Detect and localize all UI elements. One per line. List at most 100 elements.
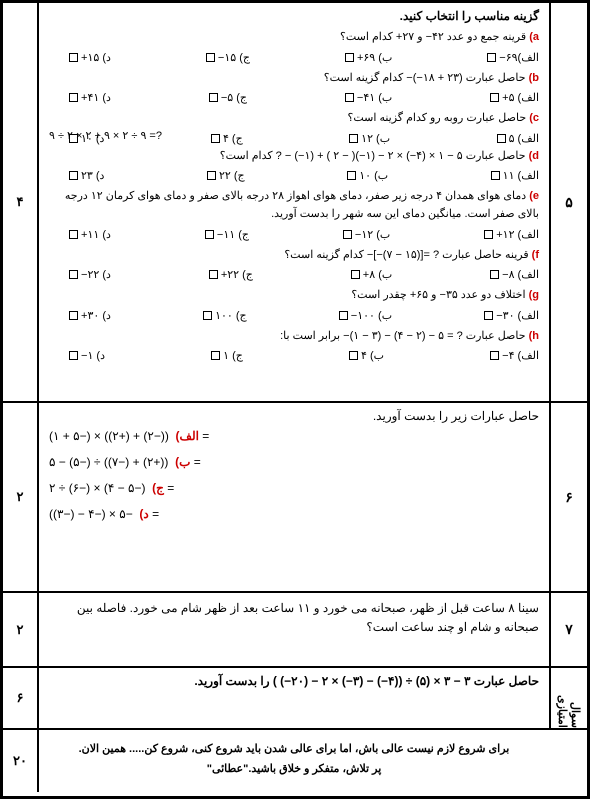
q7-score: ۲ — [17, 622, 24, 638]
q5b-opts: الف) ۵+ ب) ۴۱− ج) ۵− د) ۴۱+ — [49, 91, 539, 104]
q5c-t: حاصل عبارت روبه رو کدام گزینه است؟ — [347, 112, 526, 124]
option-text: ب) ۱۰ — [359, 169, 388, 182]
checkbox[interactable] — [349, 351, 358, 360]
q5g-opts: الف) ۳۰− ب) ۱۰۰− ج) ۱۰۰ د) ۳۰+ — [49, 309, 539, 322]
q6-num: ۶ — [565, 489, 573, 506]
q8-t: حاصل عبارت ۳ − ۳ × (۵) ÷ ((۴−) − (۳−) × … — [49, 674, 539, 688]
footer-l2: پر تلاش، متفکر و خلاق باشید."عطائی" — [39, 760, 549, 780]
checkbox[interactable] — [69, 230, 78, 239]
option-text: ج) ۵− — [221, 91, 247, 104]
q6a-lbl: الف) — [176, 429, 199, 443]
option-text: د) ۱۱+ — [81, 228, 111, 241]
q6c-lbl: ج) — [152, 481, 164, 495]
checkbox[interactable] — [69, 270, 78, 279]
q5a-opts: الف)۶۹−ب) ۶۹+ج) ۱۵−د) ۱۵+ — [49, 51, 539, 64]
q6-score: ۲ — [17, 489, 24, 505]
q6d-lbl: د) — [139, 507, 148, 521]
option-text: د) ۴۱+ — [81, 91, 111, 104]
option-text: ب) ۱۲− — [355, 228, 390, 241]
option-text: الف) ۵+ — [502, 91, 539, 104]
checkbox[interactable] — [490, 351, 499, 360]
checkbox[interactable] — [339, 311, 348, 320]
q5g-t: اختلاف دو عدد ۳۵− و ۶۵+ چقدر است؟ — [351, 289, 525, 301]
ft-score: ۲۰ — [13, 753, 27, 769]
checkbox[interactable] — [497, 134, 506, 143]
checkbox[interactable] — [209, 270, 218, 279]
option-text: الف) ۳۰− — [496, 309, 539, 322]
checkbox[interactable] — [69, 93, 78, 102]
option-text: ب) ۱۲ — [361, 132, 390, 145]
checkbox[interactable] — [69, 351, 78, 360]
checkbox[interactable] — [484, 230, 493, 239]
option-text: الف) ۵ — [509, 132, 539, 145]
option-text: ج) ۴ — [223, 132, 243, 145]
option-text: الف) ۸− — [502, 268, 539, 281]
checkbox[interactable] — [203, 311, 212, 320]
checkbox[interactable] — [491, 171, 500, 180]
q5h-t: حاصل عبارت ? = ۵ − (۲ − ۴) − (۳ − ۱)− بر… — [280, 330, 525, 342]
checkbox[interactable] — [343, 230, 352, 239]
checkbox[interactable] — [69, 53, 78, 62]
q5e-lbl: e) — [529, 190, 539, 202]
option-text: د) ۱− — [81, 349, 105, 362]
q5e-t: دمای هوای همدان ۴ درجه زیر صفر، دمای هوا… — [65, 190, 539, 220]
checkbox[interactable] — [484, 311, 493, 320]
q8-num: سوال امتیازی — [556, 668, 582, 728]
checkbox[interactable] — [69, 171, 78, 180]
option-text: ب) ۴ — [361, 349, 384, 362]
checkbox[interactable] — [490, 93, 499, 102]
q5h-opts: الف) ۴− ب) ۴ ج) ۱ د) ۱− — [49, 349, 539, 362]
checkbox[interactable] — [487, 53, 496, 62]
q6b-lbl: ب) — [175, 455, 190, 469]
q7-num: ۷ — [565, 621, 573, 638]
q5a-lbl: a) — [529, 31, 539, 43]
checkbox[interactable] — [209, 93, 218, 102]
q6-header: حاصل عبارات زیر را بدست آورید. — [49, 409, 539, 423]
q5b-t: حاصل عبارت (۲۳ + ۱۸−)− کدام گزینه است؟ — [324, 72, 526, 84]
q7-t: سینا ۸ ساعت قبل از ظهر، صبحانه می خورد و… — [49, 599, 539, 637]
option-text: الف) ۱۲+ — [496, 228, 539, 241]
checkbox[interactable] — [351, 270, 360, 279]
checkbox[interactable] — [490, 270, 499, 279]
checkbox[interactable] — [347, 171, 356, 180]
option-text: الف) ۱۱ — [503, 169, 539, 182]
q5d-lbl: d) — [529, 150, 539, 162]
checkbox[interactable] — [211, 134, 220, 143]
q5f-lbl: f) — [532, 249, 539, 261]
q5-header: گزینه مناسب را انتخاب کنید. — [49, 9, 539, 23]
option-text: ب) ۴۱− — [357, 91, 392, 104]
option-text: د) ۲۲− — [81, 268, 111, 281]
checkbox[interactable] — [345, 53, 354, 62]
option-text: الف)۶۹− — [499, 51, 539, 64]
q5h-lbl: h) — [529, 330, 539, 342]
q5f-t: قرینه حاصل عبارت ? =[(۱۵ − ۷)−]− کدام گز… — [284, 249, 528, 261]
checkbox[interactable] — [205, 230, 214, 239]
option-text: ج) ۱۵− — [218, 51, 250, 64]
q8-score: ۶ — [17, 690, 24, 706]
option-text: ج) ۱۰۰ — [215, 309, 247, 322]
option-text: د) ۱۵+ — [81, 51, 111, 64]
checkbox[interactable] — [211, 351, 220, 360]
q5e-opts: الف) ۱۲+ب) ۱۲−ج) ۱۱−د) ۱۱+ — [49, 228, 539, 241]
q5a-t: قرینه جمع دو عدد ۴۲− و ۲۷+ کدام است؟ — [340, 31, 526, 43]
option-text: د) ۳۰+ — [81, 309, 111, 322]
option-text: ج) ۱ — [223, 349, 243, 362]
option-text: د) ۲۳ — [81, 169, 104, 182]
q5-score: ۴ — [17, 194, 24, 210]
option-text: ب) ۸+ — [363, 268, 392, 281]
q5d-opts: الف) ۱۱ ب) ۱۰ ج) ۲۲ د) ۲۳ — [49, 169, 539, 182]
option-text: ب) ۱۰۰− — [351, 309, 392, 322]
q5-num: ۵ — [565, 194, 573, 211]
checkbox[interactable] — [206, 53, 215, 62]
q5g-lbl: g) — [529, 289, 539, 301]
checkbox[interactable] — [69, 311, 78, 320]
checkbox[interactable] — [349, 134, 358, 143]
option-text: الف) ۴− — [502, 349, 539, 362]
option-text: ج) ۲۲+ — [221, 268, 253, 281]
q5d-t: حاصل عبارت ۵ − ۱ × (۴−) × ۲ − (۱−)( − ۲ … — [220, 150, 526, 162]
checkbox[interactable] — [345, 93, 354, 102]
checkbox[interactable] — [207, 171, 216, 180]
q5c-lbl: c) — [529, 112, 539, 124]
option-text: ج) ۲۲ — [219, 169, 245, 182]
footer-l1: برای شروع لازم نیست عالی باش، اما برای ع… — [39, 740, 549, 760]
